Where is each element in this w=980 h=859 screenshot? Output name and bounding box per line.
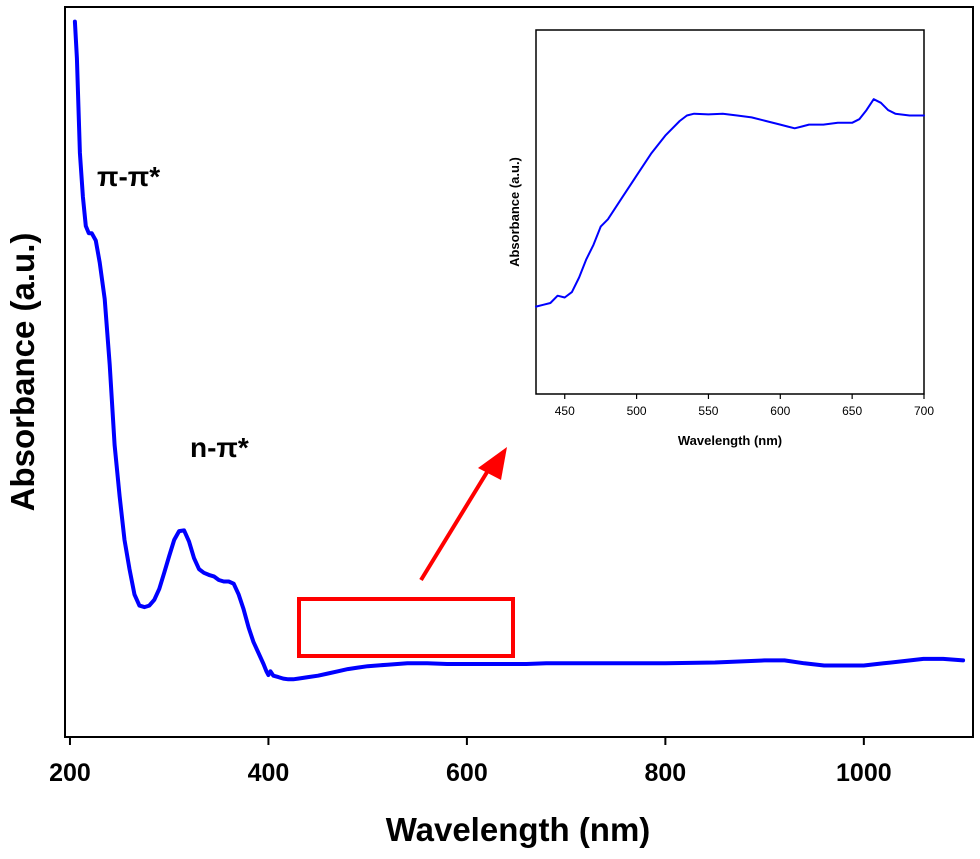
pi-pi-star-annotation: π-π* [97, 161, 160, 192]
main-x-ticks [68, 737, 865, 745]
main-x-tick-label-1000: 1000 [836, 759, 892, 787]
inset-x-tick-label-500: 500 [627, 404, 647, 418]
main-plot-frame [64, 6, 974, 738]
inset-x-tick-labels: 450 500 550 600 650 700 [555, 404, 935, 418]
inset-x-tick-label-700: 700 [914, 404, 934, 418]
inset-x-tick-label-600: 600 [770, 404, 790, 418]
inset-plot-frame [535, 29, 925, 395]
zoom-arrow-head [478, 447, 507, 480]
main-chart: 200 400 600 800 1000 Wavelength (nm) Absorba… [4, 6, 974, 848]
inset-x-tick-label-550: 550 [698, 404, 718, 418]
zoom-arrow-shaft [419, 462, 494, 582]
main-x-tick-label-400: 400 [248, 759, 290, 787]
n-pi-star-annotation: n-π* [190, 432, 249, 463]
main-x-tick-label-200: 200 [49, 759, 91, 787]
inset-x-ticks [564, 394, 925, 399]
inset-chart: 450 500 550 600 650 700 Wavelength (nm) Absor… [507, 29, 935, 448]
main-x-tick-labels: 200 400 600 800 1000 [49, 759, 892, 787]
inset-x-axis-title: Wavelength (nm) [678, 433, 782, 448]
inset-absorbance-line [535, 98, 925, 308]
zoom-highlight-box [297, 597, 515, 658]
main-absorbance-line [72, 19, 966, 682]
main-x-axis-title: Wavelength (nm) [386, 811, 651, 848]
inset-y-axis-title: Absorbance (a.u.) [507, 157, 522, 267]
main-x-tick-label-600: 600 [446, 759, 488, 787]
inset-x-tick-label-650: 650 [842, 404, 862, 418]
main-x-tick-label-800: 800 [645, 759, 687, 787]
inset-x-tick-label-450: 450 [555, 404, 575, 418]
main-y-axis-title: Absorbance (a.u.) [4, 233, 41, 512]
